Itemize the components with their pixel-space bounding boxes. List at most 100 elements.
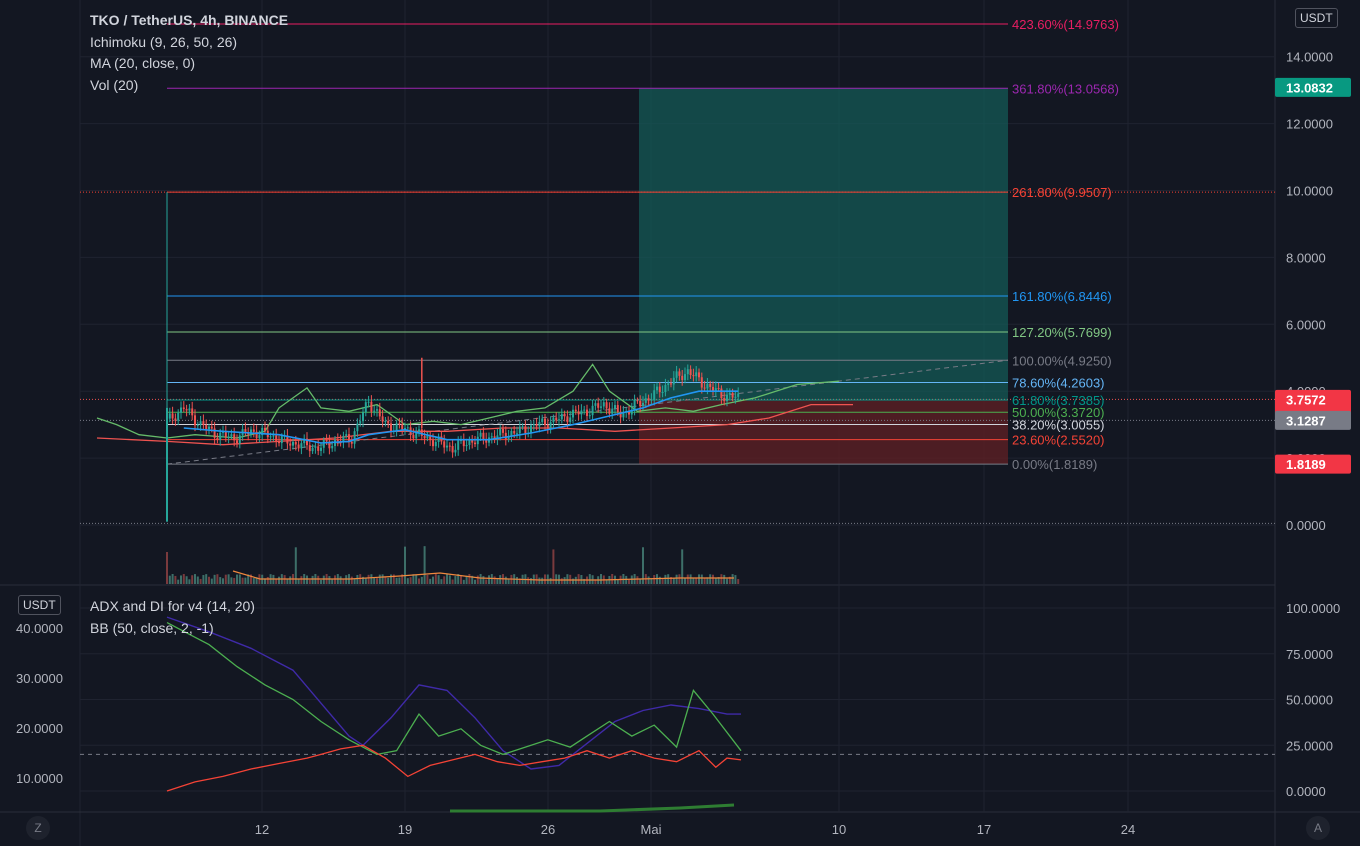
volume-bar — [479, 574, 482, 584]
volume-bar — [359, 574, 362, 584]
candle-body — [552, 417, 555, 423]
candle-body — [350, 441, 353, 444]
volume-bar — [202, 575, 205, 584]
candle-body — [311, 447, 314, 452]
volume-bar — [297, 579, 300, 584]
volume-bar — [233, 577, 236, 584]
candle-body — [728, 392, 731, 395]
volume-bar — [695, 577, 698, 584]
candle-body — [521, 426, 524, 428]
adx-legend[interactable]: ADX and DI for v4 (14, 20) — [90, 598, 255, 614]
candle-body — [605, 402, 608, 409]
auto-scale-button[interactable]: A — [1306, 816, 1330, 840]
volume-bar — [706, 577, 709, 584]
bb-legend[interactable]: BB (50, close, 2, -1) — [90, 619, 214, 636]
volume-bar — [605, 579, 608, 584]
x-tick-label: 10 — [832, 822, 846, 837]
volume-bar — [650, 578, 653, 584]
volume-bar — [415, 574, 418, 584]
volume-bar — [289, 576, 292, 584]
x-tick-label: 26 — [541, 822, 555, 837]
candle-body — [182, 407, 185, 410]
candle-body — [272, 435, 275, 437]
di-plus-line — [166, 622, 742, 756]
volume-bar — [210, 578, 213, 584]
volume-bar — [516, 576, 518, 584]
volume-bar — [555, 574, 558, 584]
candle-body — [429, 435, 432, 441]
candle-body — [171, 413, 174, 419]
price-unit-button[interactable]: USDT — [1295, 8, 1338, 28]
candle-body — [415, 431, 418, 439]
volume-bar — [334, 575, 336, 584]
candle-body — [462, 439, 465, 447]
candle-body — [518, 426, 521, 434]
ma-legend[interactable]: MA (20, close, 0) — [90, 55, 196, 71]
candle-body — [320, 447, 322, 451]
candle-body — [348, 434, 350, 442]
volume-bar — [362, 576, 364, 584]
volume-bar — [440, 579, 443, 584]
volume-bar — [255, 577, 258, 584]
volume-bar — [485, 579, 488, 584]
volume-bar — [177, 579, 180, 584]
volume-bar — [535, 574, 538, 584]
lower-right-tick-label: 100.0000 — [1286, 601, 1340, 616]
candle-body — [303, 438, 306, 444]
volume-bar — [728, 576, 731, 584]
candle-body — [362, 412, 364, 422]
volume-bar — [300, 576, 303, 584]
price-tag-label: 1.8189 — [1286, 457, 1326, 472]
volume-bar — [462, 579, 465, 584]
timezone-button[interactable]: Z — [26, 816, 50, 840]
candle-body — [278, 441, 280, 444]
volume-bar — [471, 575, 474, 584]
volume-bar — [406, 578, 409, 584]
volume-bar — [636, 576, 639, 584]
y-tick-label: 6.0000 — [1286, 317, 1326, 332]
volume-bar — [437, 575, 440, 584]
candle-body — [482, 432, 485, 440]
candle-body — [549, 422, 552, 429]
y-tick-label: 0.0000 — [1286, 518, 1326, 533]
candle-body — [574, 409, 577, 412]
moving-average-line — [183, 390, 739, 444]
volume-bar — [219, 577, 222, 584]
volume-bar — [409, 577, 412, 584]
volume-bar — [308, 579, 311, 584]
volume-bar — [572, 578, 574, 584]
volume-bar — [686, 574, 689, 584]
volume-bar — [465, 575, 468, 584]
candle-body — [513, 431, 516, 434]
candle-body — [174, 418, 177, 421]
x-tick-label: Mai — [641, 822, 662, 837]
candle-body — [381, 416, 384, 422]
candle-body — [378, 409, 381, 417]
volume-bar — [224, 574, 227, 584]
volume-bar — [266, 576, 269, 584]
candle-body — [451, 446, 454, 453]
volume-bar — [373, 577, 376, 584]
volume-bar — [451, 579, 454, 584]
ichimoku-legend[interactable]: Ichimoku (9, 26, 50, 26) — [90, 33, 238, 50]
volume-bar — [490, 574, 493, 584]
symbol-title[interactable]: TKO / TetherUS, 4h, BINANCE — [90, 12, 289, 28]
volume-bar — [320, 579, 322, 584]
candle-body — [619, 411, 622, 418]
candle-body — [731, 392, 734, 398]
candle-body — [446, 445, 448, 448]
candle-body — [465, 444, 468, 447]
candle-body — [532, 424, 535, 426]
candle-body — [611, 408, 614, 414]
volume-bar — [390, 574, 392, 584]
candle-body — [289, 443, 292, 446]
lower-unit-button[interactable]: USDT — [18, 595, 61, 615]
candle-body — [642, 402, 644, 407]
fib-level-label: 0.00%(1.8189) — [1012, 457, 1097, 472]
volume-legend[interactable]: Vol (20) — [90, 76, 139, 93]
candle-body — [216, 437, 219, 440]
volume-bar — [317, 575, 320, 584]
candle-body — [709, 383, 712, 387]
volume-bar — [199, 578, 202, 584]
